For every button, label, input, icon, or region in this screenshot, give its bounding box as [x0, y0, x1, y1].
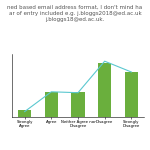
Bar [71, 92, 85, 117]
Bar [98, 63, 111, 117]
Bar [18, 110, 31, 117]
Bar [45, 92, 58, 117]
Text: ned based email address format, I don't mind ha
ar of entry included e.g. j.blog: ned based email address format, I don't … [7, 4, 143, 22]
Bar [125, 72, 138, 117]
